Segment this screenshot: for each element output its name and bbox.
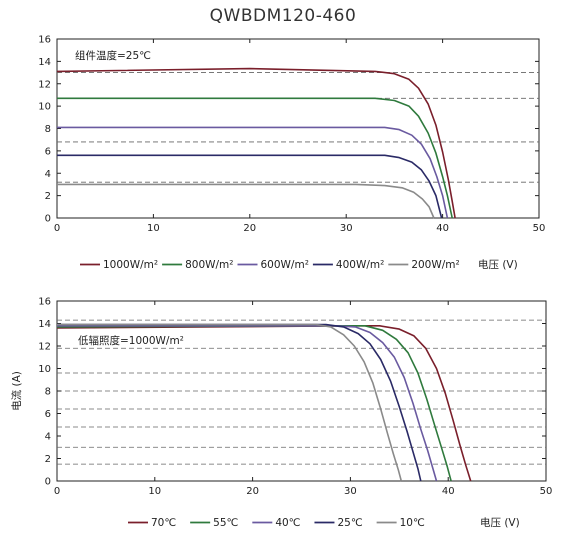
x-tick-label: 0 <box>54 486 60 497</box>
x-tick-label: 30 <box>344 486 357 497</box>
x-tick-label: 50 <box>533 223 546 234</box>
x-tick-label: 20 <box>246 486 259 497</box>
chart-temperature: 0 10 20 30 40 50 0 2 4 6 8 10 12 14 16 低辐照度=1000W/m² 电流 … <box>10 297 553 530</box>
series-line-1 <box>57 97 453 219</box>
y-tick-label: 6 <box>45 409 51 420</box>
series-line-2 <box>57 126 449 219</box>
legend-label-3: 400W/m² <box>336 259 384 271</box>
y-tick-label: 14 <box>38 57 51 68</box>
y-tick-label: 0 <box>45 477 51 488</box>
chart-annotation: 组件温度=25℃ <box>75 49 151 62</box>
series-line-4 <box>57 183 435 219</box>
x-tick-label: 10 <box>147 223 160 234</box>
legend-label-1: 55℃ <box>213 517 238 529</box>
series-line-0 <box>56 67 456 219</box>
y-tick-label: 16 <box>38 297 51 308</box>
chart-annotation: 低辐照度=1000W/m² <box>78 334 184 347</box>
y-tick-label: 0 <box>45 214 51 225</box>
legend-label-0: 70℃ <box>151 517 176 529</box>
y-tick-label: 4 <box>45 169 51 180</box>
legend-label-4: 10℃ <box>400 517 425 529</box>
y-tick-label: 8 <box>45 124 51 135</box>
x-axis-label: 电压 (V) <box>480 516 520 529</box>
y-axis-label: 电流 (A) <box>10 371 23 411</box>
y-tick-label: 10 <box>38 364 51 375</box>
page-title: QWBDM120-460 <box>209 6 357 26</box>
x-axis-label: 电压 (V) <box>478 258 518 271</box>
legend-label-4: 200W/m² <box>411 259 459 271</box>
plot-frame <box>56 38 540 219</box>
legend-label-2: 40℃ <box>275 517 300 529</box>
y-tick-label: 2 <box>45 454 51 465</box>
y-tick-label: 14 <box>38 319 51 330</box>
y-tick-label: 2 <box>45 191 51 202</box>
series-line-4 <box>57 323 403 482</box>
y-tick-label: 10 <box>38 102 51 113</box>
y-tick-label: 6 <box>45 146 51 157</box>
series-line-3 <box>57 323 422 482</box>
x-tick-label: 50 <box>540 486 553 497</box>
x-tick-label: 40 <box>442 486 455 497</box>
x-tick-label: 10 <box>148 486 161 497</box>
y-tick-label: 12 <box>38 79 51 90</box>
y-tick-label: 12 <box>38 342 51 353</box>
x-tick-label: 40 <box>436 223 449 234</box>
y-tick-label: 8 <box>45 387 51 398</box>
chart-irradiance: 0 10 20 30 40 50 0 2 4 6 8 10 12 14 16 组件温度=25℃ 1000W/m²… <box>38 35 546 272</box>
legend-label-1: 800W/m² <box>185 259 233 271</box>
y-tick-label: 4 <box>45 432 51 443</box>
series-line-3 <box>57 154 443 219</box>
series-line-2 <box>57 325 438 482</box>
x-tick-label: 20 <box>243 223 256 234</box>
legend-label-0: 1000W/m² <box>103 259 158 271</box>
x-tick-label: 30 <box>340 223 353 234</box>
series-line-1 <box>56 325 452 482</box>
y-tick-label: 16 <box>38 35 51 46</box>
legend-label-2: 600W/m² <box>261 259 309 271</box>
x-tick-label: 0 <box>54 223 60 234</box>
series-line-0 <box>56 325 472 482</box>
legend-label-3: 25℃ <box>337 517 362 529</box>
